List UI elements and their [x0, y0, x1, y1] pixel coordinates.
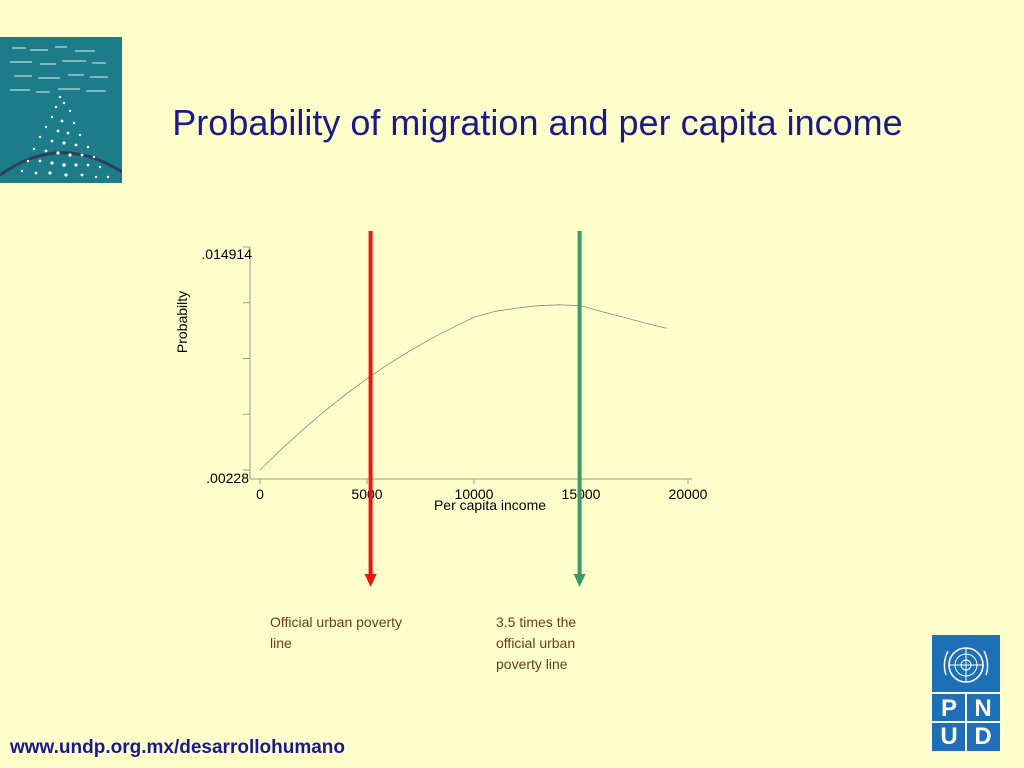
red-marker-arrowhead — [364, 574, 377, 587]
logo-letter-n: N — [969, 695, 997, 723]
x-tick-label: 10000 — [455, 486, 494, 502]
un-emblem-icon — [943, 647, 989, 683]
probability-curve — [259, 304, 667, 471]
y-tick-label-bottom: .00228 — [206, 470, 249, 486]
slide-title: Probability of migration and per capita … — [172, 102, 903, 143]
x-tick-label: 5000 — [351, 486, 382, 502]
undp-logo: P N U D — [932, 635, 1000, 751]
footer-link[interactable]: www.undp.org.mx/desarrollohumano — [10, 737, 345, 758]
x-axis-label: Per capita income — [434, 497, 546, 513]
logo-letter-u: U — [935, 723, 963, 751]
y-axis-label: Probabilty — [174, 291, 190, 353]
y-tick-label-top: .014914 — [201, 246, 252, 262]
x-tick-label: 20000 — [669, 486, 708, 502]
logo-letter-p: P — [935, 695, 963, 723]
red-line-annotation: Official urban poverty line — [270, 614, 403, 651]
green-line-annotation: 3.5 times the official urban poverty lin… — [496, 614, 577, 672]
x-tick-label: 0 — [256, 486, 264, 502]
logo-letter-d: D — [969, 723, 997, 751]
green-marker-arrowhead — [573, 574, 586, 587]
corner-decorative-image — [0, 37, 122, 183]
